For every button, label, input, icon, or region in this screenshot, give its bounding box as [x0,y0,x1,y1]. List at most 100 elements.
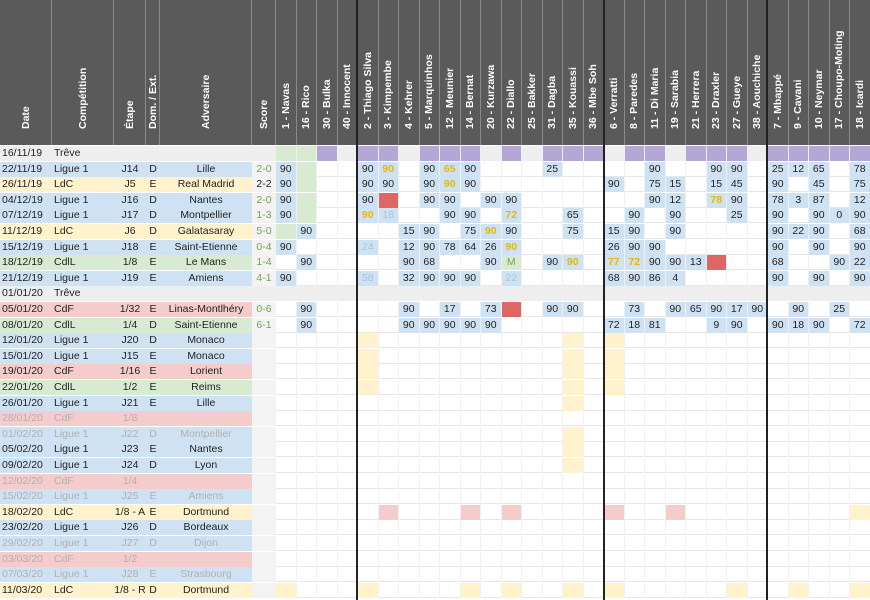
player-cell[interactable] [809,426,830,442]
player-cell[interactable] [583,146,604,161]
player-cell[interactable] [809,520,830,536]
player-cell[interactable] [789,208,809,224]
player-cell[interactable] [338,270,358,286]
cell-competition[interactable]: Ligue 1 [52,458,114,473]
player-cell[interactable] [522,395,543,411]
player-cell[interactable] [768,582,789,598]
player-cell[interactable] [317,208,338,224]
header-player-11[interactable]: 22 - Diallo [501,0,522,145]
player-cell[interactable] [563,348,584,364]
cell-domext[interactable]: D [146,208,160,224]
player-cell[interactable] [748,411,768,427]
player-cell[interactable] [317,239,338,255]
player-cell[interactable] [604,333,625,349]
player-cell[interactable] [768,348,789,364]
player-cell[interactable] [543,504,563,520]
player-cell[interactable] [276,473,297,489]
player-cell[interactable] [502,489,522,505]
player-cell[interactable] [666,333,686,349]
player-cell[interactable] [522,520,543,536]
player-cell[interactable] [276,536,297,551]
player-cell[interactable] [461,473,481,489]
player-cell[interactable] [461,536,481,551]
player-cell[interactable] [338,302,358,317]
player-cell[interactable] [584,224,604,239]
player-cell[interactable] [645,582,666,598]
cell-score[interactable] [252,380,276,395]
player-cell[interactable] [358,473,379,489]
player-cell[interactable] [338,520,358,536]
cell-domext[interactable] [146,473,160,489]
player-cell[interactable] [584,442,604,458]
cell-domext[interactable]: E [146,504,160,520]
player-cell[interactable] [645,458,666,473]
header-player-6[interactable]: 4 - Kehrer [399,0,420,145]
player-cell[interactable]: 90 [276,177,297,193]
cell-date[interactable]: 03/03/20 [0,551,52,567]
player-cell[interactable] [625,177,645,193]
player-cell[interactable] [358,504,379,520]
player-cell[interactable] [358,224,379,239]
cell-adversaire[interactable] [160,146,252,161]
player-cell[interactable] [809,302,830,317]
cell-etape[interactable]: J24 [114,458,146,473]
player-cell[interactable] [481,161,502,177]
player-cell[interactable] [666,582,686,598]
player-cell[interactable]: 90 [419,270,440,286]
player-cell[interactable]: 90 [460,208,481,224]
player-cell[interactable] [297,395,317,411]
player-cell[interactable] [461,380,481,395]
player-cell[interactable] [686,333,707,349]
player-cell[interactable] [830,380,850,395]
cell-etape[interactable]: 1/8 [114,255,146,271]
cell-domext[interactable]: D [146,458,160,473]
player-cell[interactable] [317,286,338,302]
player-cell[interactable] [707,520,727,536]
player-cell[interactable] [297,536,317,551]
cell-date[interactable]: 11/03/20 [0,582,52,598]
player-cell[interactable] [830,317,850,333]
player-cell[interactable] [666,458,686,473]
player-cell[interactable] [584,317,604,333]
player-cell[interactable] [440,380,461,395]
player-cell[interactable] [379,567,399,583]
player-cell[interactable]: 90 [665,208,686,224]
player-cell[interactable] [543,442,563,458]
player-cell[interactable]: 90 [419,239,440,255]
cell-adversaire[interactable]: Le Mans [160,255,252,271]
player-cell[interactable] [604,536,625,551]
player-cell[interactable] [727,551,748,567]
player-cell[interactable] [419,146,440,161]
cell-adversaire[interactable]: Amiens [160,489,252,505]
cell-competition[interactable]: Ligue 1 [52,192,114,208]
cell-score[interactable] [252,426,276,442]
player-cell[interactable]: 90 [378,177,399,193]
player-cell[interactable] [789,567,809,583]
player-cell[interactable] [317,192,338,208]
cell-date[interactable]: 29/02/20 [0,536,52,551]
player-cell[interactable] [420,333,440,349]
player-cell[interactable] [440,458,461,473]
player-cell[interactable]: 90 [358,177,379,193]
player-cell[interactable] [379,411,399,427]
player-cell[interactable] [317,255,338,271]
player-cell[interactable]: 15 [399,224,420,239]
cell-date[interactable]: 22/01/20 [0,380,52,395]
player-cell[interactable] [276,255,297,271]
player-cell[interactable] [604,473,625,489]
player-cell[interactable] [625,551,645,567]
player-cell[interactable] [748,473,768,489]
player-cell[interactable] [338,177,358,193]
player-cell[interactable] [543,582,563,598]
player-cell[interactable] [399,551,420,567]
player-cell[interactable] [461,489,481,505]
cell-domext[interactable]: E [146,302,160,317]
player-cell[interactable] [522,224,543,239]
player-cell[interactable] [522,177,543,193]
player-cell[interactable]: 65 [563,208,584,224]
player-cell[interactable] [830,536,850,551]
player-cell[interactable] [707,380,727,395]
cell-score[interactable]: 4-1 [252,270,276,286]
player-cell[interactable] [542,146,563,161]
player-cell[interactable] [604,395,625,411]
